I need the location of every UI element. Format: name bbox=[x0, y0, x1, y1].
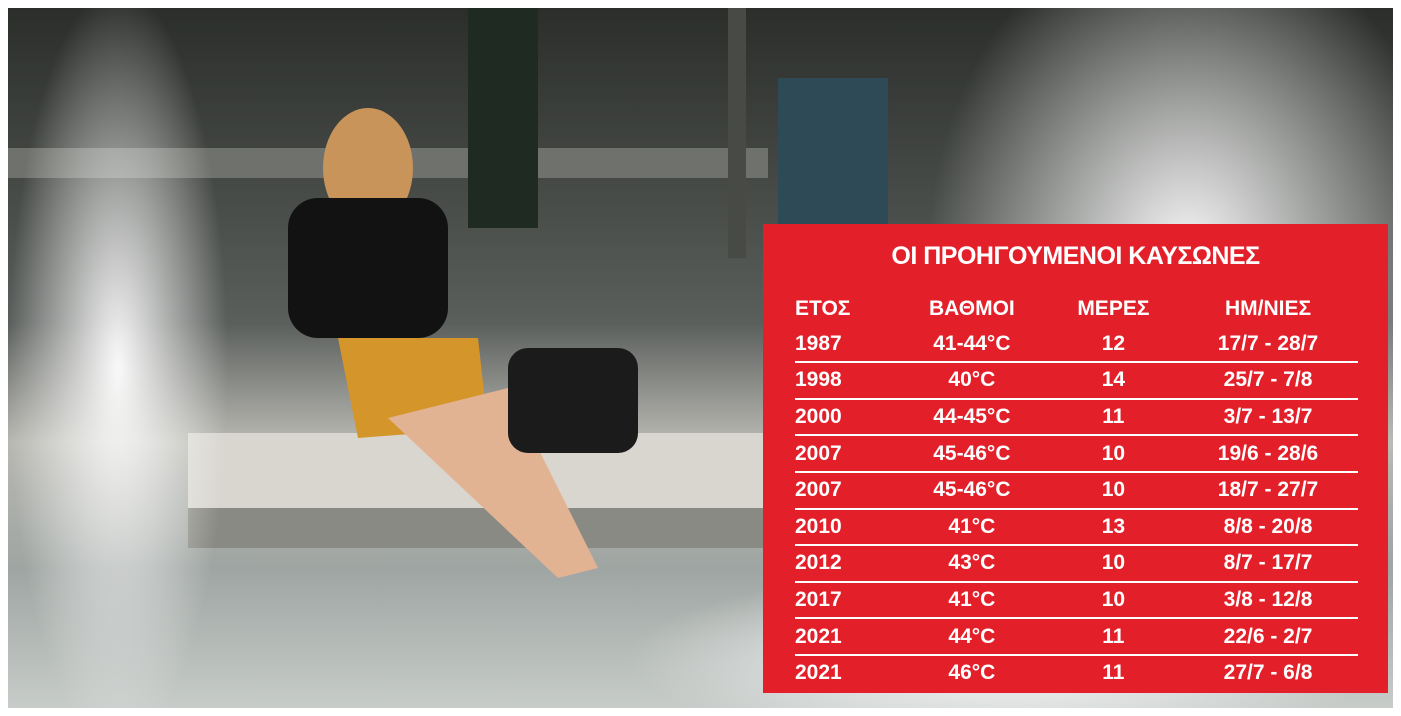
table-cell: 2012 bbox=[795, 545, 895, 582]
table-cell: 25/7 - 7/8 bbox=[1178, 362, 1358, 399]
column-header: ΒΑΘΜΟΙ bbox=[895, 292, 1049, 327]
table-cell: 45-46°C bbox=[895, 472, 1049, 509]
table-cell: 12 bbox=[1049, 327, 1178, 363]
table-cell: 10 bbox=[1049, 472, 1178, 509]
table-cell: 10 bbox=[1049, 582, 1178, 619]
table-cell: 2010 bbox=[795, 509, 895, 546]
table-cell: 2017 bbox=[795, 582, 895, 619]
table-cell: 43°C bbox=[895, 545, 1049, 582]
table-cell: 10 bbox=[1049, 545, 1178, 582]
table-cell: 41-44°C bbox=[895, 327, 1049, 363]
table-cell: 8/7 - 17/7 bbox=[1178, 545, 1358, 582]
table-cell: 2021 bbox=[795, 655, 895, 691]
table-cell: 1998 bbox=[795, 362, 895, 399]
table-cell: 19/6 - 28/6 bbox=[1178, 435, 1358, 472]
column-header: ΗΜ/ΝΙΕΣ bbox=[1178, 292, 1358, 327]
table-cell: 45-46°C bbox=[895, 435, 1049, 472]
table-cell: 41°C bbox=[895, 582, 1049, 619]
table-cell: 14 bbox=[1049, 362, 1178, 399]
table-cell: 8/8 - 20/8 bbox=[1178, 509, 1358, 546]
table-cell: 10 bbox=[1049, 435, 1178, 472]
table-cell: 18/7 - 27/7 bbox=[1178, 472, 1358, 509]
table-cell: 46°C bbox=[895, 655, 1049, 691]
table-cell: 11 bbox=[1049, 655, 1178, 691]
table-cell: 27/7 - 6/8 bbox=[1178, 655, 1358, 691]
table-cell: 11 bbox=[1049, 618, 1178, 655]
table-cell: 11 bbox=[1049, 399, 1178, 436]
table-cell: 44-45°C bbox=[895, 399, 1049, 436]
table-cell: 22/6 - 2/7 bbox=[1178, 618, 1358, 655]
table-cell: 44°C bbox=[895, 618, 1049, 655]
table-cell: 2007 bbox=[795, 435, 895, 472]
table-cell: 13 bbox=[1049, 509, 1178, 546]
column-header: ΕΤΟΣ bbox=[795, 292, 895, 327]
table-cell: 3/8 - 12/8 bbox=[1178, 582, 1358, 619]
column-header: ΜΕΡΕΣ bbox=[1049, 292, 1178, 327]
table-cell: 2000 bbox=[795, 399, 895, 436]
table-cell: 17/7 - 28/7 bbox=[1178, 327, 1358, 363]
table-cell: 1987 bbox=[795, 327, 895, 363]
table-cell: 41°C bbox=[895, 509, 1049, 546]
table-cell: 40°C bbox=[895, 362, 1049, 399]
page: ΟΙ ΠΡΟΗΓΟΥΜΕΝΟΙ ΚΑΥΣΩΝΕΣ ΕΤΟΣΒΑΘΜΟΙΜΕΡΕΣ… bbox=[0, 0, 1401, 716]
table-cell: 2007 bbox=[795, 472, 895, 509]
table-title: ΟΙ ΠΡΟΗΓΟΥΜΕΝΟΙ ΚΑΥΣΩΝΕΣ bbox=[763, 242, 1388, 271]
table-cell: 3/7 - 13/7 bbox=[1178, 399, 1358, 436]
table-cell: 2021 bbox=[795, 618, 895, 655]
